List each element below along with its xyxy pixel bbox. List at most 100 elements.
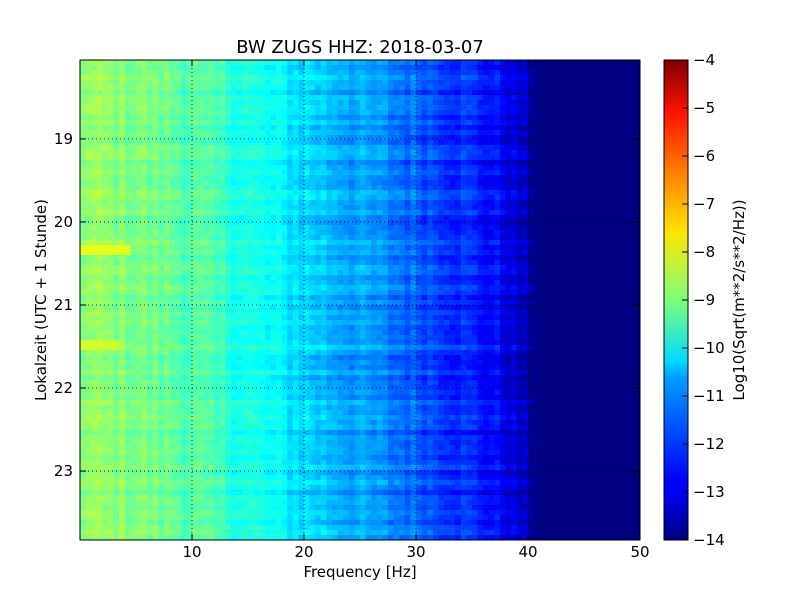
heatmap-cell [511, 140, 518, 146]
heatmap-cell [455, 155, 462, 161]
heatmap-cell [410, 275, 417, 281]
heatmap-cell [410, 220, 417, 226]
heatmap-cell [399, 180, 406, 186]
heatmap-cell [477, 160, 484, 166]
heatmap-cell [421, 170, 428, 176]
heatmap-cell [500, 180, 507, 186]
heatmap-cell [455, 305, 462, 311]
heatmap-cell [326, 200, 333, 206]
heatmap-cell [332, 255, 339, 261]
heatmap-cell [136, 250, 143, 256]
heatmap-cell [466, 115, 473, 121]
heatmap-cell [421, 230, 428, 236]
heatmap-cell [634, 70, 640, 76]
heatmap-cell [337, 220, 344, 226]
heatmap-cell [617, 95, 624, 101]
heatmap-cell [236, 270, 243, 276]
heatmap-cell [612, 260, 619, 266]
heatmap-cell [119, 130, 126, 136]
heatmap-cell [337, 210, 344, 216]
heatmap-cell [432, 85, 439, 91]
heatmap-cell [354, 105, 361, 111]
heatmap-cell [220, 150, 227, 156]
heatmap-cell [292, 105, 299, 111]
heatmap-cell [326, 115, 333, 121]
heatmap-cell [337, 70, 344, 76]
heatmap-cell [343, 70, 350, 76]
heatmap-cell [186, 190, 193, 196]
heatmap-cell [438, 225, 445, 231]
heatmap-cell [522, 205, 529, 211]
heatmap-cell [556, 225, 563, 231]
heatmap-cell [544, 285, 551, 291]
heatmap-cell [298, 95, 305, 101]
heatmap-cell [416, 305, 423, 311]
heatmap-cell [561, 120, 568, 126]
heatmap-cell [276, 100, 283, 106]
heatmap-cell [236, 175, 243, 181]
heatmap-cell [130, 60, 137, 66]
heatmap-cell [141, 255, 148, 261]
heatmap-cell [259, 185, 266, 191]
heatmap-cell [214, 285, 221, 291]
heatmap-cell [354, 170, 361, 176]
heatmap-cell [348, 130, 355, 136]
heatmap-cell [141, 275, 148, 281]
heatmap-cell [354, 60, 361, 66]
heatmap-cell [544, 270, 551, 276]
heatmap-cell [539, 160, 546, 166]
heatmap-cell [617, 105, 624, 111]
heatmap-cell [348, 65, 355, 71]
heatmap-cell [354, 145, 361, 151]
heatmap-cell [169, 135, 176, 141]
heatmap-cell [231, 270, 238, 276]
heatmap-cell [309, 75, 316, 81]
heatmap-cell [248, 285, 255, 291]
heatmap-cell [595, 235, 602, 241]
heatmap-cell [500, 60, 507, 66]
heatmap-cell [628, 115, 635, 121]
heatmap-cell [203, 255, 210, 261]
heatmap-cell [365, 80, 372, 86]
heatmap-cell [612, 265, 619, 271]
heatmap-cell [544, 115, 551, 121]
heatmap-cell [248, 85, 255, 91]
heatmap-cell [192, 270, 199, 276]
heatmap-cell [494, 215, 501, 221]
heatmap-cell [292, 135, 299, 141]
heatmap-cell [85, 90, 92, 96]
heatmap-cell [444, 290, 451, 296]
heatmap-cell [460, 85, 467, 91]
heatmap-cell [483, 105, 490, 111]
heatmap-cell [175, 240, 182, 246]
heatmap-cell [623, 255, 630, 261]
heatmap-cell [276, 215, 283, 221]
heatmap-cell [505, 65, 512, 71]
heatmap-cell [572, 75, 579, 81]
heatmap-cell [544, 160, 551, 166]
heatmap-cell [365, 145, 372, 151]
heatmap-cell [528, 145, 535, 151]
heatmap-cell [634, 150, 640, 156]
heatmap-cell [119, 300, 126, 306]
heatmap-cell [567, 255, 574, 261]
heatmap-cell [80, 60, 87, 66]
heatmap-cell [416, 110, 423, 116]
heatmap-cell [192, 140, 199, 146]
heatmap-cell [612, 95, 619, 101]
heatmap-cell [348, 295, 355, 301]
heatmap-cell [192, 95, 199, 101]
heatmap-cell [220, 90, 227, 96]
heatmap-cell [113, 170, 120, 176]
heatmap-cell [141, 160, 148, 166]
heatmap-cell [304, 110, 311, 116]
heatmap-cell [404, 250, 411, 256]
heatmap-cell [85, 240, 92, 246]
heatmap-cell [404, 115, 411, 121]
heatmap-cell [567, 285, 574, 291]
heatmap-cell [203, 280, 210, 286]
heatmap-cell [634, 120, 640, 126]
heatmap-cell [124, 115, 131, 121]
heatmap-cell [242, 140, 249, 146]
heatmap-cell [270, 80, 277, 86]
